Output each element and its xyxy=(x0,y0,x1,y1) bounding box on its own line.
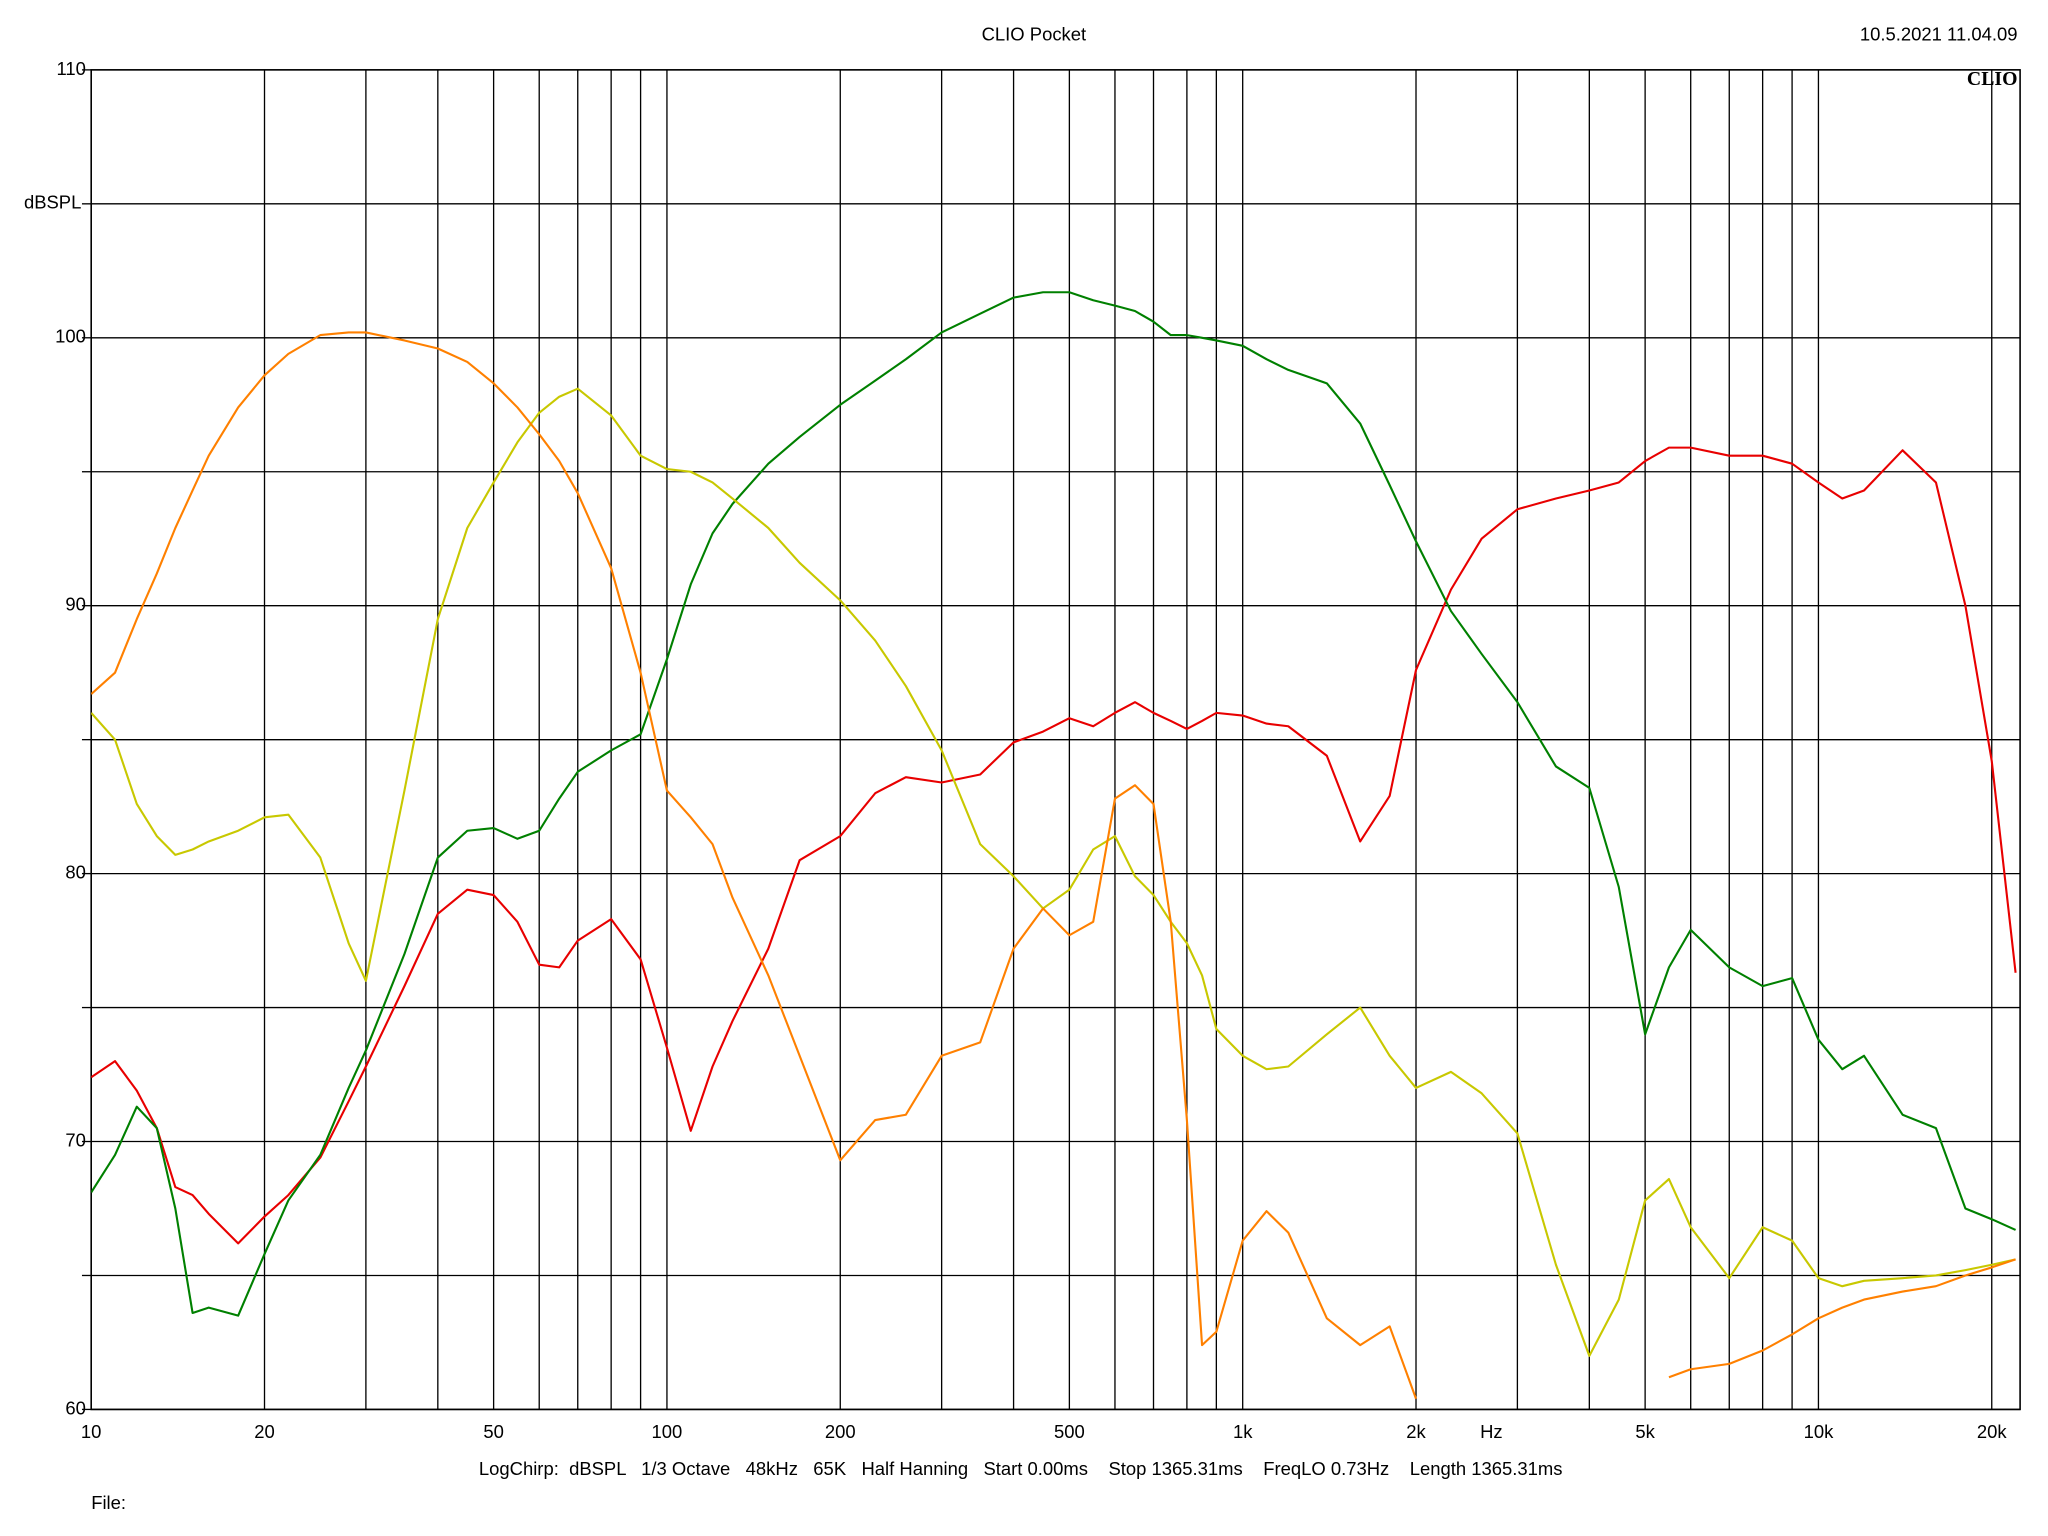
file-label: File: xyxy=(91,1492,126,1513)
y-tick-label: 70 xyxy=(65,1129,86,1150)
plot-area xyxy=(91,291,2017,1400)
y-axis-label: dBSPL xyxy=(24,192,81,213)
y-tick-label: 110 xyxy=(57,58,86,79)
x-tick-label: 2k xyxy=(1406,1421,1426,1442)
x-tick-label: 5k xyxy=(1635,1421,1655,1442)
x-tick-label: 10 xyxy=(81,1421,102,1442)
timestamp: 10.5.2021 11.04.09 xyxy=(1860,23,2018,44)
y-tick-label: 100 xyxy=(55,326,86,347)
x-tick-label: 20k xyxy=(1977,1421,2008,1442)
series-line xyxy=(91,331,2016,1400)
x-tick-label: 10k xyxy=(1804,1421,1835,1442)
footer: LogChirp: dBSPL 1/3 Octave 48kHz 65K Hal… xyxy=(479,1458,1563,1479)
x-axis-label: Hz xyxy=(1480,1421,1503,1442)
series-line xyxy=(91,387,2016,1357)
x-tick-label: 100 xyxy=(652,1421,683,1442)
y-tick-label: 90 xyxy=(65,594,86,615)
x-tick-label: 500 xyxy=(1054,1421,1085,1442)
y-tick-label: 80 xyxy=(65,861,86,882)
x-tick-label: 200 xyxy=(825,1421,856,1442)
series-line xyxy=(91,446,2017,1245)
chart-title: CLIO Pocket xyxy=(982,23,1087,44)
plot-frame xyxy=(90,69,2021,1411)
x-tick-label: 1k xyxy=(1233,1421,1253,1442)
series-line xyxy=(91,291,2017,1317)
y-tick-label: 60 xyxy=(65,1397,86,1418)
x-tick-label: 50 xyxy=(483,1421,504,1442)
x-tick-label: 20 xyxy=(254,1421,275,1442)
